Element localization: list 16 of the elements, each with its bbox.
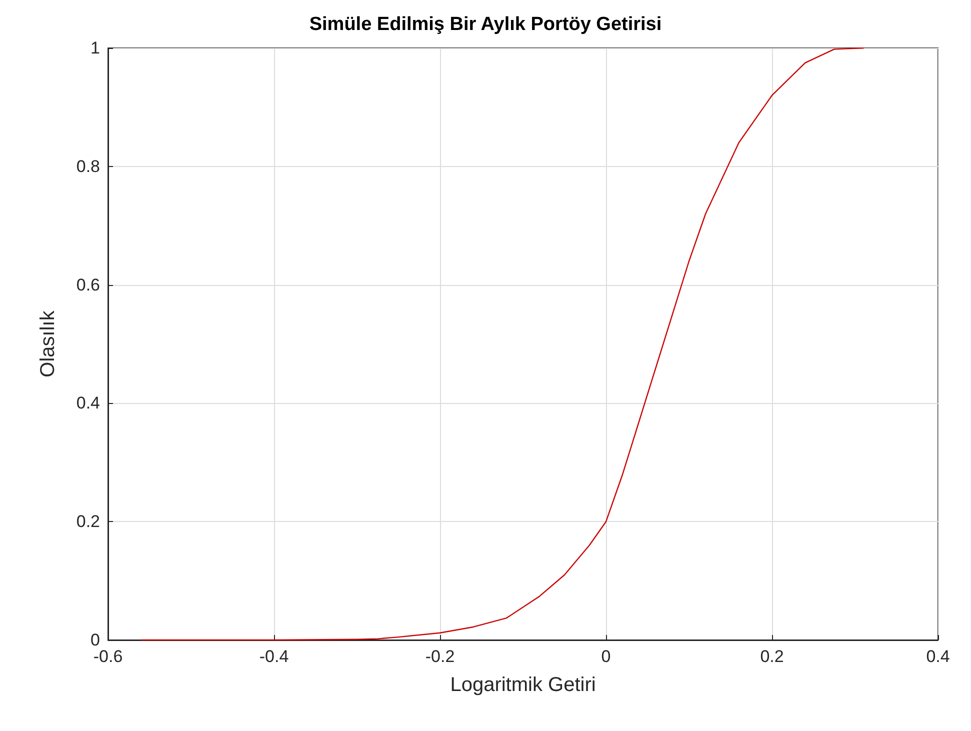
line-series <box>140 47 864 641</box>
y-tick-label: 0.4 <box>76 394 100 413</box>
y-tick-label: 0.8 <box>76 156 100 176</box>
y-axis-title: Olasılık <box>37 310 59 378</box>
y-tick-label: 0.2 <box>76 512 100 532</box>
x-tick-label: -0.6 <box>93 647 123 666</box>
y-tick-label: 0 <box>90 630 100 650</box>
y-tick-label: 1 <box>90 38 100 58</box>
x-tick-label: 0 <box>601 647 611 666</box>
chart-title: Simüle Edilmiş Bir Aylık Portöy Getirisi <box>309 14 662 35</box>
y-tick-label: 0.6 <box>76 275 100 294</box>
x-tick-label: -0.2 <box>425 647 455 666</box>
x-tick-label: 0.4 <box>926 647 950 666</box>
x-axis-title: Logaritmik Getiri <box>450 674 596 696</box>
x-tick-label: 0.2 <box>760 647 784 666</box>
x-tick-label: -0.4 <box>259 647 289 666</box>
